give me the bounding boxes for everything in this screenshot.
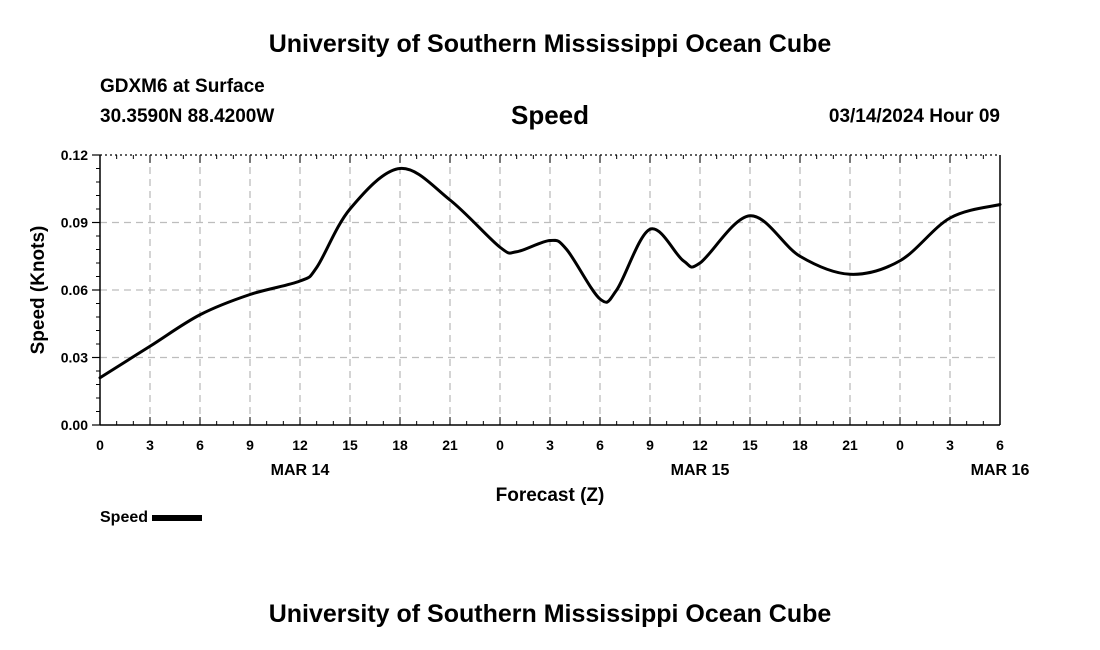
y-axis-label: Speed (Knots)	[28, 226, 49, 355]
x-tick-label: 12	[692, 437, 708, 453]
datetime-label: 03/14/2024 Hour 09	[828, 106, 1000, 127]
chart-title: Speed	[510, 100, 590, 130]
y-tick-label: 0.06	[61, 282, 88, 298]
x-tick-label: 21	[842, 437, 858, 453]
x-tick-label: 18	[392, 437, 408, 453]
legend: Speed	[100, 509, 203, 527]
x-tick-label: 15	[742, 437, 758, 453]
x-tick-label: 18	[792, 437, 808, 453]
y-tick-label: 0.12	[61, 147, 88, 163]
x-tick-label: 21	[442, 437, 458, 453]
x-tick-label: 9	[246, 437, 254, 453]
x-tick-label: 9	[646, 437, 654, 453]
series-line-speed	[98, 166, 1002, 380]
y-tick-label: 0.00	[61, 417, 88, 433]
legend-label: Speed	[100, 509, 149, 526]
x-tick-label: 6	[996, 437, 1004, 453]
x-tick-label: 0	[896, 437, 904, 453]
coordinates-label: 30.3590N 88.4200W	[100, 106, 275, 127]
footer-title: University of Southern Mississippi Ocean…	[268, 600, 832, 628]
page-title: University of Southern Mississippi Ocean…	[268, 30, 832, 58]
date-label: MAR 14	[271, 462, 330, 479]
x-tick-label: 12	[292, 437, 308, 453]
date-label: MAR 15	[671, 462, 730, 479]
legend-line-swatch	[152, 515, 203, 521]
y-tick-label: 0.09	[61, 215, 88, 231]
x-tick-label: 0	[96, 437, 104, 453]
x-axis-label: Forecast (Z)	[496, 485, 605, 506]
station-label: GDXM6 at Surface	[100, 76, 265, 97]
x-tick-label: 6	[596, 437, 604, 453]
x-tick-label: 3	[146, 437, 154, 453]
x-tick-label: 6	[196, 437, 204, 453]
date-label: MAR 16	[971, 462, 1030, 479]
x-tick-label: 3	[946, 437, 954, 453]
x-tick-label: 0	[496, 437, 504, 453]
x-tick-label: 3	[546, 437, 554, 453]
x-tick-label: 15	[342, 437, 358, 453]
y-tick-label: 0.03	[61, 350, 88, 366]
